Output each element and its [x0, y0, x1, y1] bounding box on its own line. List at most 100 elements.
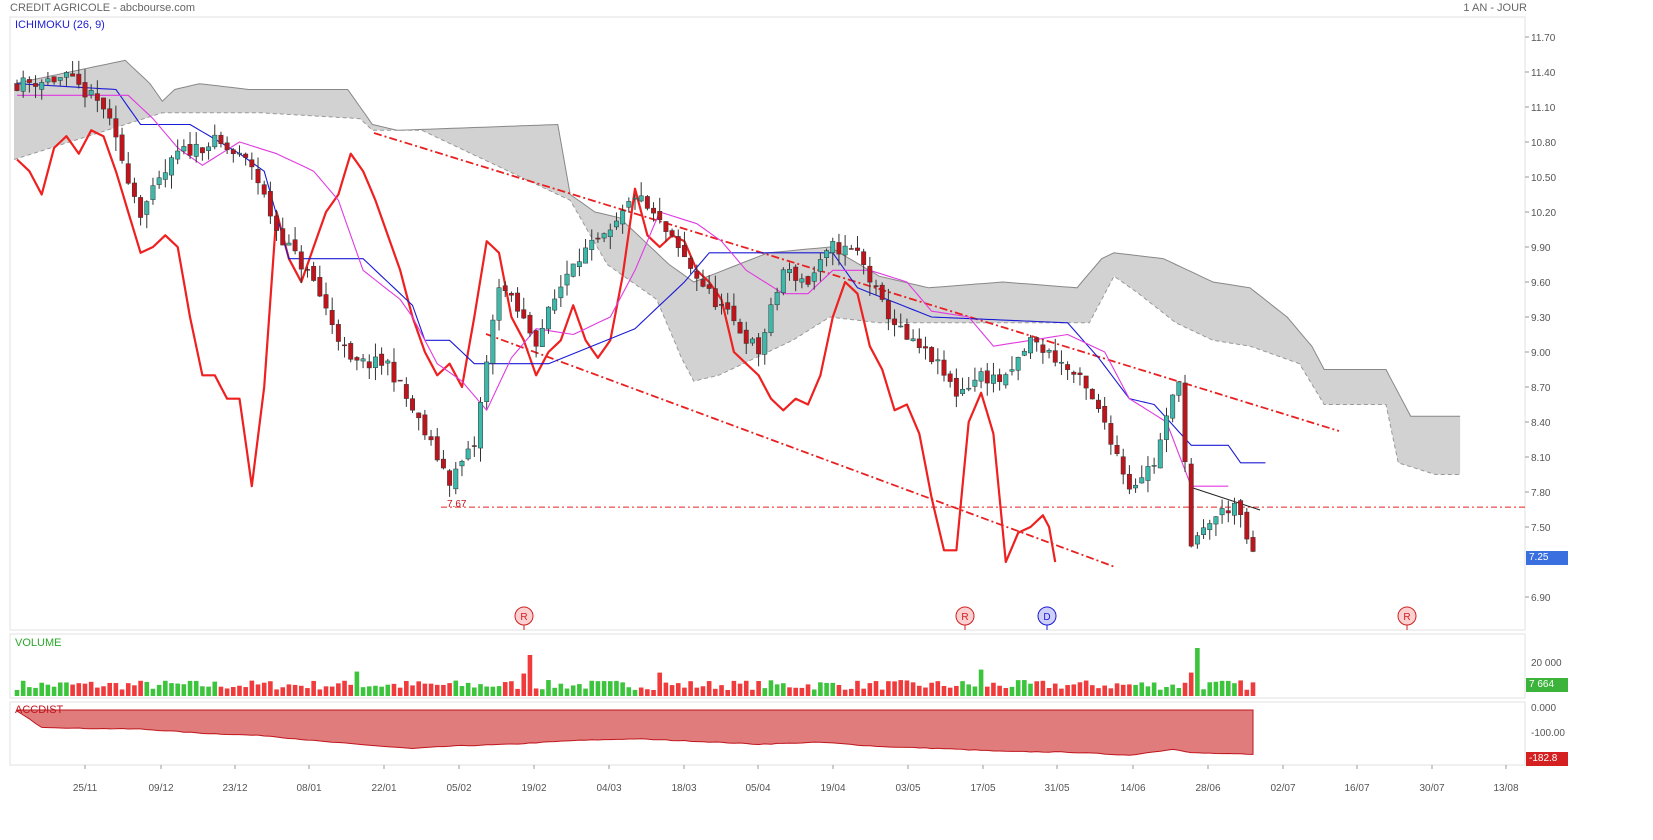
last-volume-tag: 7 664 — [1526, 678, 1568, 692]
candle-down — [249, 159, 255, 168]
period-selector[interactable]: 1 AN - JOUR — [1463, 2, 1527, 14]
volume-bar — [669, 685, 675, 696]
volume-bar — [682, 687, 687, 696]
candle-up — [1028, 337, 1033, 354]
volume-bar — [1096, 688, 1101, 696]
candle-up — [811, 272, 817, 282]
candle-down — [669, 230, 675, 236]
candle-up — [1046, 349, 1052, 353]
volume-bar — [348, 684, 354, 696]
candle-down — [113, 118, 119, 138]
volume-bar — [750, 689, 755, 696]
candle-down — [311, 266, 317, 281]
volume-bar — [274, 689, 279, 696]
volume-bar — [472, 687, 477, 696]
date-tick-label: 23/12 — [222, 783, 247, 794]
candle-down — [94, 93, 100, 101]
ichimoku-indicator-label[interactable]: ICHIMOKU (26, 9) — [15, 19, 105, 31]
volume-bar — [410, 685, 415, 696]
volume-bar — [595, 681, 601, 696]
volume-indicator-label[interactable]: VOLUME — [15, 637, 62, 649]
volume-bar — [861, 688, 866, 696]
volume-bar — [1108, 688, 1114, 696]
volume-bar — [1083, 680, 1089, 696]
volume-bar — [1195, 648, 1200, 696]
candle-down — [1120, 456, 1126, 475]
candle-up — [206, 146, 212, 151]
volume-bar — [224, 688, 230, 696]
candle-up — [212, 134, 218, 148]
candle-up — [762, 332, 768, 355]
volume-bar — [261, 682, 267, 696]
volume-bar — [879, 689, 885, 696]
candle-up — [1194, 535, 1200, 545]
candle-down — [533, 330, 539, 347]
volume-bar — [774, 684, 780, 696]
candle-down — [1188, 463, 1194, 547]
price-tick-label: 6.90 — [1531, 593, 1551, 604]
volume-bar — [972, 686, 978, 696]
candle-down — [1182, 382, 1188, 463]
candle-up — [614, 220, 619, 228]
candle-up — [1009, 369, 1015, 372]
volume-bar — [1244, 689, 1250, 696]
candle-down — [348, 343, 354, 360]
price-panel: R R D R 11.70 11.40 11.10 10.80 10.50 10.20 9.90 9… — [9, 16, 1556, 631]
candle-up — [576, 261, 582, 268]
candle-up — [1219, 508, 1225, 516]
candle-down — [329, 310, 335, 325]
price-tick-label: 8.40 — [1531, 418, 1551, 429]
candle-down — [51, 76, 57, 83]
candle-up — [589, 239, 595, 250]
candle-down — [428, 436, 434, 441]
candle-up — [193, 143, 199, 157]
volume-bar — [552, 687, 557, 696]
volume-bar — [156, 684, 162, 696]
volume-bar — [960, 681, 965, 696]
volume-bar — [342, 680, 347, 696]
candle-down — [70, 73, 76, 77]
trend-lines — [373, 132, 1525, 568]
candle-down — [447, 470, 453, 486]
volume-bar — [781, 683, 786, 696]
candle-up — [564, 273, 570, 286]
accdist-indicator-label[interactable]: ACCDIST — [15, 704, 64, 716]
candle-down — [1102, 406, 1108, 423]
date-tick-label: 18/03 — [671, 783, 696, 794]
volume-bar — [713, 688, 718, 696]
candle-down — [1065, 364, 1071, 370]
volume-bar — [1213, 681, 1219, 696]
volume-bar — [756, 680, 761, 696]
candle-up — [787, 269, 792, 273]
candle-down — [471, 445, 477, 447]
volume-bar — [33, 687, 38, 696]
signal-marker-label: R — [520, 612, 527, 623]
volume-bar — [855, 680, 860, 696]
volume-bar — [305, 688, 310, 696]
volume-bar — [465, 682, 471, 696]
candle-up — [1207, 523, 1213, 530]
candle-down — [743, 329, 749, 344]
volume-bar — [447, 683, 452, 696]
volume-bar — [286, 684, 292, 696]
volume-bar — [601, 681, 607, 696]
price-tick-label: 8.10 — [1531, 453, 1551, 464]
volume-bar — [1046, 688, 1052, 696]
volume-bar — [700, 686, 706, 696]
candle-up — [1151, 465, 1157, 467]
candle-down — [292, 239, 298, 252]
candle-up — [286, 242, 292, 246]
candle-down — [848, 248, 854, 250]
volume-bar — [929, 682, 934, 696]
volume-bar — [1250, 682, 1256, 696]
volume-bar — [1219, 680, 1225, 696]
candle-down — [243, 153, 249, 158]
candle-down — [138, 197, 144, 218]
candle-up — [799, 278, 805, 283]
volume-bar — [1015, 680, 1021, 696]
candlesticks — [14, 60, 1256, 553]
price-tick-label: 7.50 — [1531, 523, 1551, 534]
volume-bar — [490, 686, 496, 696]
price-tick-label: 11.70 — [1531, 33, 1556, 44]
